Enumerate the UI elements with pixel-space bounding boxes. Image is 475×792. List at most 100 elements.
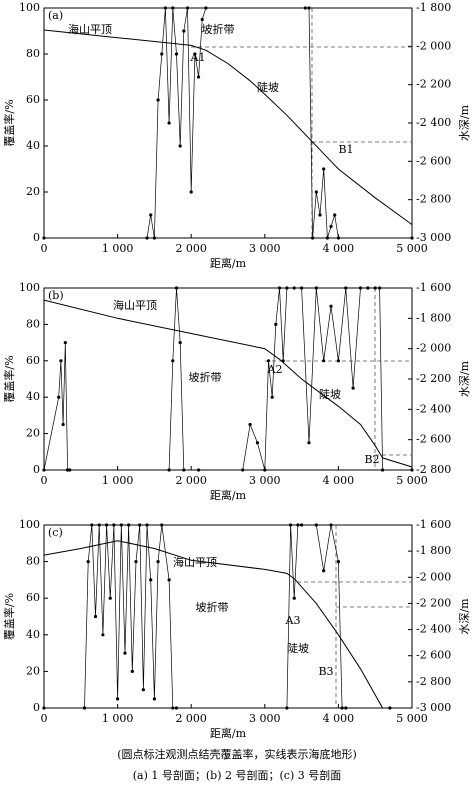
coverage-point xyxy=(285,286,289,290)
coverage-point xyxy=(152,697,156,701)
x-tick-label: 2 000 xyxy=(175,712,207,725)
y-tick-label: 40 xyxy=(26,139,40,152)
y2-tick-label: -3 000 xyxy=(416,231,451,244)
annotation: 坡折带 xyxy=(202,22,235,36)
coverage-point xyxy=(200,17,204,22)
coverage-line xyxy=(44,7,412,239)
y2-tick-label: -2 600 xyxy=(416,154,451,167)
coverage-point xyxy=(388,706,392,710)
y2-tick-label: -1 600 xyxy=(416,281,451,294)
y-tick-label: 40 xyxy=(26,390,40,403)
coverage-point xyxy=(97,523,101,527)
y-axis-label: 覆盖率/% xyxy=(2,593,16,640)
coverage-point xyxy=(193,52,197,56)
coverage-point xyxy=(152,236,156,240)
y2-tick-label: -3 000 xyxy=(416,701,451,714)
coverage-point xyxy=(112,523,116,527)
y2-tick-label: -1 800 xyxy=(416,544,451,557)
panel-label: (b) xyxy=(48,289,64,302)
annotation: 海山平顶 xyxy=(173,555,217,569)
coverage-point xyxy=(68,468,72,472)
x-tick-label: 1 000 xyxy=(102,242,134,255)
x-tick-label: 3 000 xyxy=(249,474,281,487)
panel-label: (c) xyxy=(48,526,63,539)
coverage-line xyxy=(43,287,412,471)
coverage-point xyxy=(149,578,153,582)
coverage-point xyxy=(314,286,318,290)
coverage-point xyxy=(130,669,134,674)
plot-frame xyxy=(43,524,413,709)
coverage-point xyxy=(318,213,322,217)
y-tick-label: 20 xyxy=(26,427,40,440)
coverage-point xyxy=(270,395,274,399)
y-tick-label: 40 xyxy=(26,628,40,641)
coverage-point xyxy=(174,286,179,290)
coverage-point xyxy=(307,6,311,10)
y2-tick-label: -2 200 xyxy=(416,596,451,609)
y-tick-label: 60 xyxy=(26,354,40,367)
note: (a) 1 号剖面；(b) 2 号剖面；(c) 3 号剖面 xyxy=(133,768,341,782)
annotation: B2 xyxy=(364,453,379,466)
coverage-point xyxy=(266,359,271,363)
coverage-point xyxy=(185,6,190,10)
y-tick-label: 20 xyxy=(26,185,40,198)
coverage-point xyxy=(336,236,340,240)
plot-frame xyxy=(43,7,413,239)
annotation: A2 xyxy=(267,363,283,376)
y2-axis-label: 水深/m xyxy=(458,360,471,397)
coverage-point xyxy=(160,523,164,527)
coverage-point xyxy=(336,359,340,363)
coverage-point xyxy=(167,468,171,472)
coverage-point xyxy=(380,468,385,472)
y2-tick-label: -2 000 xyxy=(416,39,451,52)
x-tick-label: 2 000 xyxy=(175,242,207,255)
note: (圆点标注观测点结壳覆盖率，实线表示海底地形) xyxy=(117,747,357,761)
coverage-point xyxy=(104,523,109,527)
annotation: A3 xyxy=(285,614,301,627)
x-tick-label: 4 000 xyxy=(323,242,355,255)
panel-label: (a) xyxy=(48,9,63,22)
x-tick-label: 4 000 xyxy=(323,712,355,725)
coverage-point xyxy=(116,697,120,701)
y2-tick-label: -2 600 xyxy=(416,433,451,446)
coverage-point xyxy=(410,236,414,240)
coverage-point xyxy=(322,569,326,573)
depth-line xyxy=(43,540,384,709)
coverage-point xyxy=(93,614,98,619)
coverage-point xyxy=(296,523,300,527)
coverage-point xyxy=(63,341,67,345)
coverage-point xyxy=(167,578,171,582)
coverage-point xyxy=(59,359,63,363)
x-axis-label: 距离/m xyxy=(210,488,247,502)
coverage-point xyxy=(263,468,267,472)
coverage-point xyxy=(314,190,318,194)
y-tick-label: 80 xyxy=(26,317,40,330)
coverage-point xyxy=(108,596,112,600)
x-tick-label: 1 000 xyxy=(102,474,134,487)
y-tick-label: 100 xyxy=(19,1,40,14)
y2-axis-label: 水深/m xyxy=(458,104,471,141)
coverage-point xyxy=(300,286,304,290)
coverage-point xyxy=(182,468,186,472)
coverage-point xyxy=(333,213,337,217)
coverage-point xyxy=(255,441,260,445)
annotation: B1 xyxy=(338,143,353,156)
coverage-point xyxy=(277,286,282,290)
x-tick-label: 0 xyxy=(41,712,48,725)
coverage-point xyxy=(182,29,186,33)
coverage-point xyxy=(314,523,318,527)
y-tick-label: 100 xyxy=(19,518,40,531)
x-tick-label: 1 000 xyxy=(102,712,134,725)
annotation: 坡折带 xyxy=(196,600,229,614)
y-axis-label: 覆盖率/% xyxy=(2,355,16,402)
y2-tick-label: -2 800 xyxy=(416,193,451,206)
y2-tick-label: -2 400 xyxy=(416,402,451,415)
annotation: 坡折带 xyxy=(189,370,222,384)
coverage-point xyxy=(189,190,193,194)
coverage-point xyxy=(311,236,315,240)
coverage-point xyxy=(174,706,179,710)
depth-line xyxy=(43,299,413,468)
coverage-line xyxy=(44,524,390,709)
x-tick-label: 5 000 xyxy=(396,242,428,255)
